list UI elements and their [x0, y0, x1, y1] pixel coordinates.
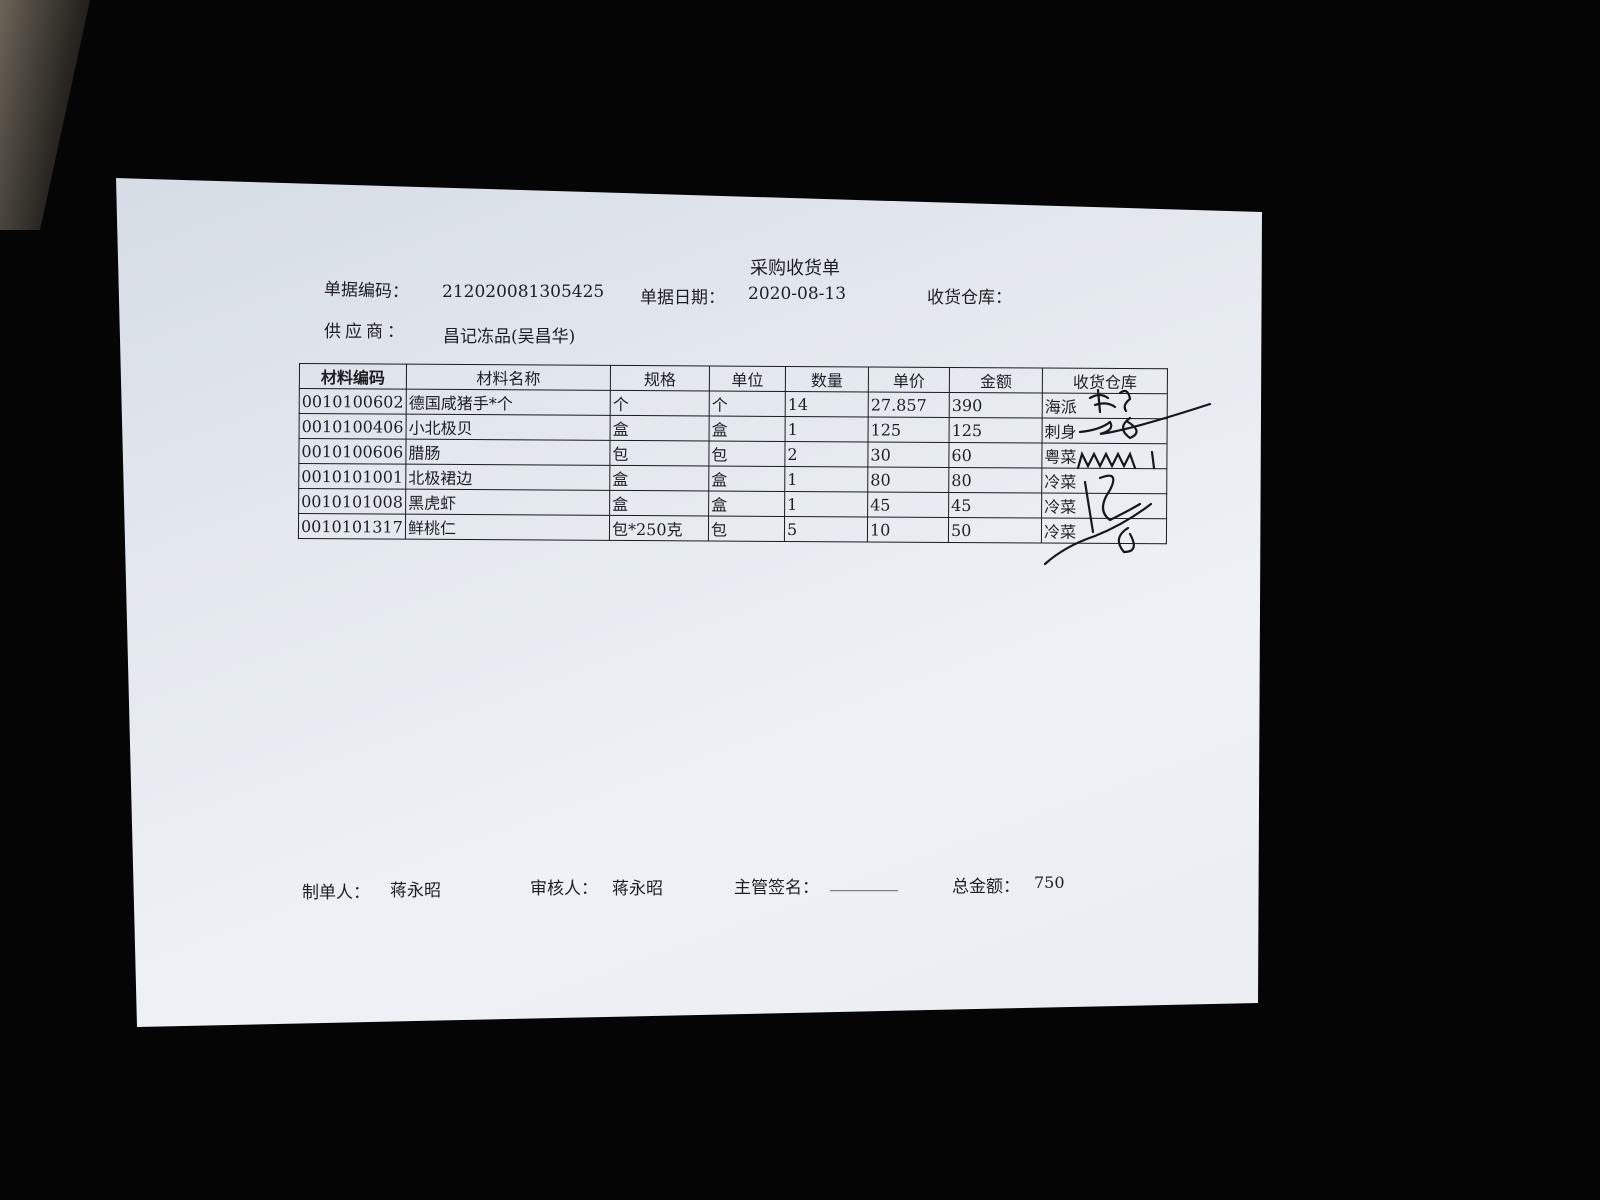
reviewer-label: 审核人：	[530, 879, 598, 899]
doc-no: 212020081305425	[442, 282, 605, 302]
doc-date-label: 单据日期：	[640, 288, 725, 308]
total-amount: 750	[1034, 873, 1065, 892]
supplier: 昌记冻品(吴昌华)	[443, 327, 576, 347]
reviewer: 蒋永昭	[612, 879, 663, 899]
supervisor-signature-line: ________	[830, 872, 898, 892]
total-label: 总金额：	[952, 877, 1020, 897]
supervisor-label: 主管签名：	[734, 878, 819, 898]
warehouse-label: 收货仓库：	[927, 288, 1012, 308]
supplier-label: 供应商：	[324, 322, 408, 342]
doc-date: 2020-08-13	[748, 284, 847, 304]
maker: 蒋永昭	[390, 881, 441, 901]
maker-label: 制单人：	[302, 883, 370, 903]
document-title: 采购收货单	[750, 258, 840, 279]
background-surface	[0, 0, 90, 230]
